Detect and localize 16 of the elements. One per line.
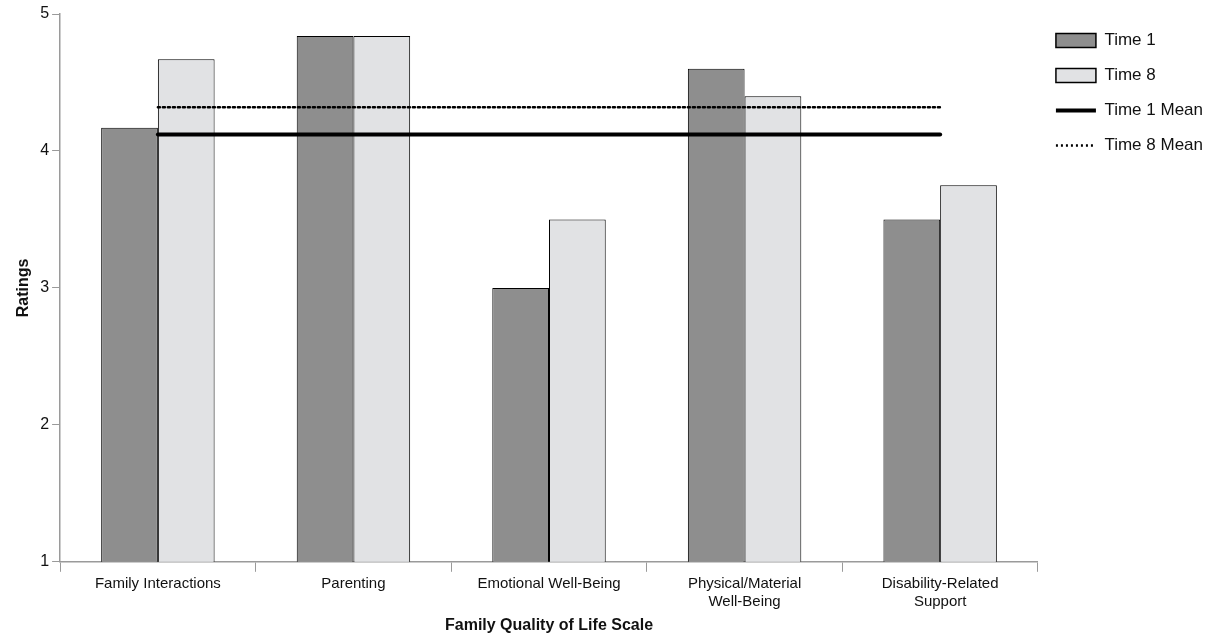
x-tick-label: Family Interactions bbox=[94, 573, 221, 591]
x-tick-label: Physical/Material Well-Being bbox=[687, 573, 802, 609]
x-tick-label: Emotional Well-Being bbox=[477, 573, 621, 591]
legend-label: Time 8 Mean bbox=[1104, 135, 1204, 155]
x-tick-label: Parenting bbox=[321, 573, 386, 591]
y-tick-label: 4 bbox=[40, 141, 50, 159]
y-axis-title: Ratings bbox=[14, 258, 32, 318]
legend-label: Time 8 bbox=[1104, 65, 1156, 85]
x-tick-label: Disability-Related Support bbox=[881, 573, 999, 609]
x-axis-title: Family Quality of Life Scale bbox=[444, 615, 654, 633]
y-tick-label: 2 bbox=[40, 415, 50, 433]
legend-label: Time 1 bbox=[1104, 30, 1156, 50]
y-tick-label: 3 bbox=[40, 278, 50, 296]
y-tick-label: 1 bbox=[40, 552, 50, 570]
legend-label: Time 1 Mean bbox=[1104, 100, 1204, 120]
y-tick-label: 5 bbox=[40, 4, 50, 22]
